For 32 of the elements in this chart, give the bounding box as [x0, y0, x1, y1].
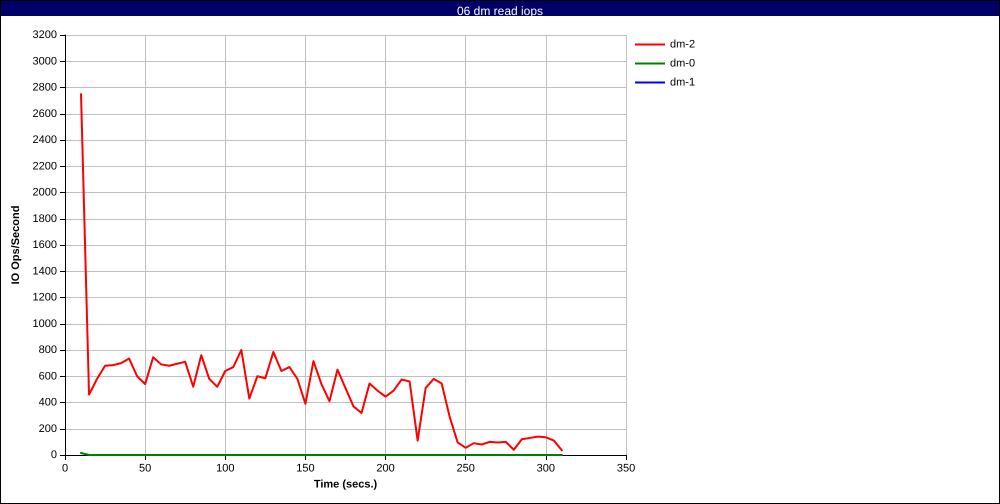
y-tick-label: 400 — [38, 396, 57, 408]
y-tick-label: 2200 — [32, 160, 57, 172]
y-tick-label: 600 — [38, 370, 57, 382]
y-tick-label: 800 — [38, 344, 57, 356]
y-axis-title: IO Ops/Second — [10, 206, 22, 284]
chart-title: 06 dm read iops — [456, 4, 544, 18]
x-tick-label: 350 — [616, 462, 636, 474]
y-tick-label: 2400 — [32, 134, 57, 146]
y-tick-label: 0 — [50, 449, 57, 461]
legend-label: dm-0 — [670, 58, 696, 70]
x-axis-title: Time (secs.) — [314, 478, 378, 490]
legend-label: dm-1 — [670, 76, 696, 88]
y-tick-label: 2000 — [32, 186, 57, 198]
y-tick-label: 1400 — [32, 265, 57, 278]
y-tick-label: 1800 — [32, 212, 57, 225]
y-tick-label: 1600 — [32, 239, 57, 251]
x-tick-label: 50 — [139, 462, 152, 474]
line-series — [80, 93, 563, 452]
x-tick-label: 300 — [536, 462, 556, 474]
x-tick-label: 100 — [216, 462, 234, 474]
x-tick-label: 200 — [376, 462, 395, 474]
y-tick-label: 3200 — [32, 29, 57, 41]
y-tick-label: 200 — [38, 422, 57, 435]
x-tick-label: 250 — [456, 462, 475, 474]
y-tick-label: 1000 — [32, 318, 57, 330]
x-tick-label: 0 — [62, 462, 68, 474]
legend-label: dm-2 — [670, 38, 696, 50]
y-tick-label: 2800 — [32, 82, 57, 94]
x-tick-label: 150 — [296, 462, 315, 474]
y-tick-label: 3000 — [32, 55, 57, 68]
y-tick-label: 2600 — [32, 108, 57, 120]
y-tick-label: 1200 — [32, 292, 57, 304]
